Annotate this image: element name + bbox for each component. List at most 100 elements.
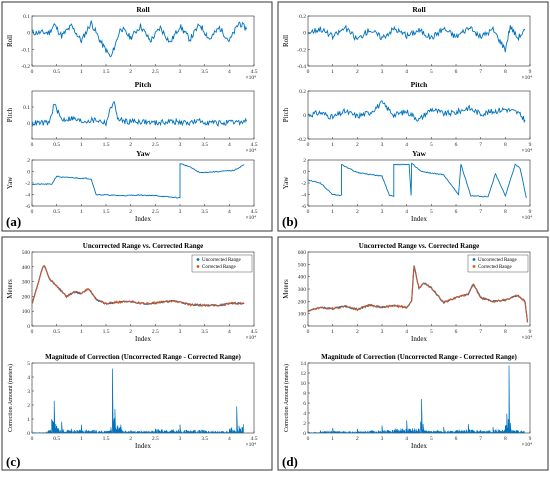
x-tick-label: 3: [179, 436, 182, 442]
y-axis-label: Meters: [6, 279, 14, 299]
y-tick-label: -0.2: [21, 64, 30, 70]
legend-marker-0: [196, 258, 200, 261]
x-tick-label: 4: [228, 436, 231, 442]
x-tick-label: 0: [307, 329, 310, 335]
x-tick-label: 1.5: [103, 69, 110, 75]
y-axis-label: Yaw: [6, 176, 14, 189]
y-tick-label: 0: [27, 431, 30, 437]
x-axis-label: Index: [411, 442, 427, 450]
legend-marker-0: [472, 258, 476, 261]
series-line: [32, 20, 248, 58]
x-exponent-label: ×10⁴: [245, 442, 256, 448]
x-exponent-label: ×10⁴: [521, 442, 532, 448]
chart-title: Roll: [136, 5, 149, 14]
y-tick-label: 0.1: [23, 105, 30, 111]
chart-title: Pitch: [135, 80, 152, 89]
x-axis-label: Index: [135, 335, 151, 343]
x-tick-label: 2: [356, 142, 359, 148]
y-tick-label: 6: [303, 401, 306, 407]
x-tick-label: 4.5: [251, 436, 258, 442]
plot-area: [31, 15, 255, 67]
x-tick-label: 5: [430, 329, 433, 335]
legend-label-1: Corrected Range: [478, 265, 513, 270]
x-tick-label: 5: [430, 436, 433, 442]
x-tick-label: 4.5: [251, 142, 258, 148]
y-axis-label: Correction Amount (meters): [7, 364, 14, 432]
x-tick-label: 3: [179, 69, 182, 75]
x-tick-label: 3.5: [201, 436, 208, 442]
y-tick-label: 8: [303, 391, 306, 397]
y-tick-label: -6: [25, 204, 30, 210]
x-tick-label: 3: [381, 69, 384, 75]
chart-a-0: Roll Roll 0 0.5 1 1.5 2 2.5 3 3.5 4 4.5×10⁴ -0.2 -0.1…: [6, 5, 258, 81]
y-tick-label: 1: [27, 417, 30, 423]
x-axis-label: Index: [135, 442, 151, 450]
chart-title: Magnitude of Correction (Uncorrected Ran…: [321, 353, 517, 361]
x-tick-label: 4: [405, 329, 408, 335]
series-line-corrected: [308, 266, 528, 323]
x-axis-label: Index: [135, 215, 151, 223]
series-line-corrected: [32, 264, 245, 308]
x-tick-label: 1.5: [103, 209, 110, 215]
x-tick-label: 2: [129, 142, 132, 148]
x-tick-label: 0: [31, 209, 34, 215]
chart-c-7: Magnitude of Correction (Uncorrected Ran…: [7, 353, 258, 450]
y-tick-label: 0: [303, 170, 306, 176]
x-tick-label: 0: [307, 209, 310, 215]
x-exponent-label: ×10⁴: [245, 148, 256, 154]
x-tick-label: 0.5: [53, 436, 60, 442]
x-tick-label: 4: [405, 69, 408, 75]
series-line: [308, 162, 527, 198]
y-tick-label: 0: [303, 113, 306, 119]
x-tick-label: 0: [307, 436, 310, 442]
y-tick-label: 0.2: [299, 14, 306, 20]
x-tick-label: 3.5: [201, 209, 208, 215]
x-tick-label: 2: [129, 69, 132, 75]
x-tick-label: 1.5: [103, 436, 110, 442]
x-tick-label: 9: [529, 209, 532, 215]
y-tick-label: 0: [27, 121, 30, 127]
x-tick-label: 6: [455, 209, 458, 215]
x-tick-label: 2: [356, 436, 359, 442]
chart-title: Roll: [412, 5, 425, 14]
x-tick-label: 8: [504, 209, 507, 215]
y-axis-label: Pitch: [282, 107, 290, 122]
x-tick-label: 3: [381, 436, 384, 442]
y-axis-label: Roll: [6, 35, 14, 47]
x-tick-label: 4: [405, 142, 408, 148]
x-tick-label: 7: [479, 329, 482, 335]
x-tick-label: 2: [129, 209, 132, 215]
x-tick-label: 7: [479, 209, 482, 215]
y-tick-label: 300: [22, 280, 31, 286]
chart-title: Uncorrected Range vs. Corrected Range: [359, 242, 479, 250]
y-tick-label: -0.1: [21, 47, 30, 53]
x-tick-label: 1: [331, 436, 334, 442]
y-tick-label: 0: [27, 31, 30, 37]
x-exponent-label: ×10⁴: [245, 335, 256, 341]
y-tick-label: 10: [301, 381, 307, 387]
x-tick-label: 7: [479, 142, 482, 148]
x-axis-label: Index: [411, 215, 427, 223]
x-tick-label: 0: [31, 69, 34, 75]
x-tick-label: 7: [479, 436, 482, 442]
x-tick-label: 3: [381, 209, 384, 215]
y-tick-label: -2: [301, 181, 306, 187]
x-tick-label: 2: [356, 69, 359, 75]
y-axis-label: Meters: [282, 279, 290, 299]
x-tick-label: 8: [504, 329, 507, 335]
x-tick-label: 2.5: [152, 436, 159, 442]
y-tick-label: 0: [303, 31, 306, 37]
x-tick-label: 0: [31, 142, 34, 148]
x-tick-label: 9: [529, 329, 532, 335]
chart-d-9: Magnitude of Correction (Uncorrected Ran…: [283, 353, 532, 450]
x-tick-label: 0: [31, 436, 34, 442]
y-tick-label: 3: [27, 389, 30, 395]
y-axis-label: Pitch: [6, 107, 14, 122]
plot-area: [307, 362, 531, 434]
x-tick-label: 2.5: [152, 329, 159, 335]
x-tick-label: 3: [179, 142, 182, 148]
series-line: [32, 368, 244, 433]
